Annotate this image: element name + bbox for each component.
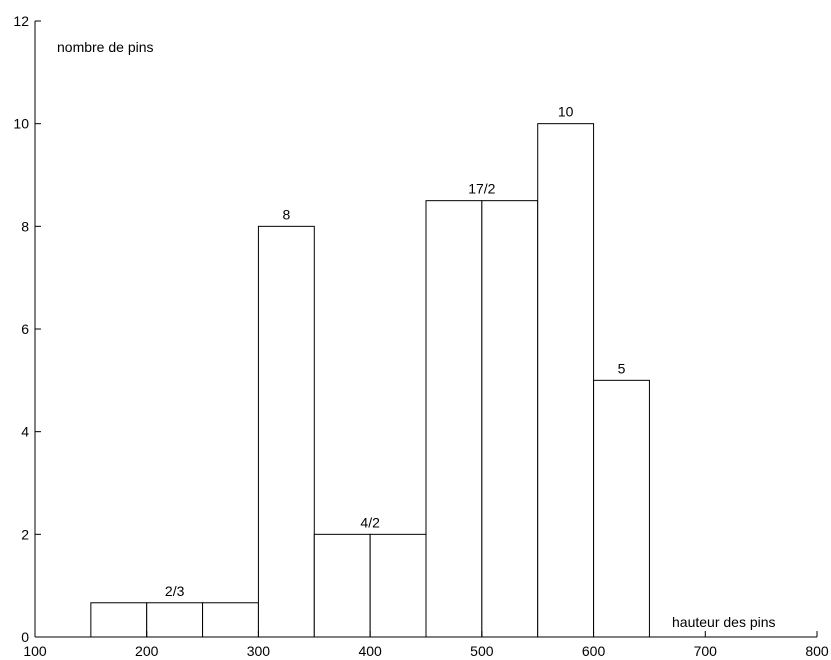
x-tick-label: 400 — [358, 643, 382, 659]
histogram-bar-3 — [202, 602, 259, 638]
bar-value-label: 17/2 — [468, 181, 495, 197]
histogram-bar-8 — [481, 200, 539, 638]
y-tick-label: 0 — [21, 629, 29, 645]
bar-value-label: 4/2 — [360, 514, 380, 530]
annotations-layer: 2/3 8 4/2 17/2 10 5 — [165, 104, 626, 599]
x-tick-label: 300 — [247, 643, 271, 659]
x-tick-label: 100 — [23, 643, 47, 659]
histogram-bar-9 — [537, 123, 595, 638]
x-tick-label: 500 — [470, 643, 494, 659]
histogram-bar-1 — [90, 602, 148, 638]
histogram-bar-6 — [369, 533, 427, 638]
y-tick-label: 10 — [13, 116, 29, 132]
x-tick-label: 200 — [135, 643, 159, 659]
histogram-bar-7 — [425, 200, 483, 638]
y-axis-label: nombre de pins — [57, 39, 154, 55]
bar-value-label: 2/3 — [165, 583, 185, 599]
x-tick-label: 600 — [582, 643, 606, 659]
histogram-bar-2 — [146, 602, 204, 638]
x-tick-label: 700 — [694, 643, 718, 659]
y-tick-label: 12 — [13, 13, 29, 29]
bar-value-label: 8 — [282, 206, 290, 222]
ticks-layer: 100 200 300 400 500 600 700 800 0 2 4 6 8 10 12 — [13, 13, 828, 659]
bars-layer — [90, 123, 650, 638]
y-tick-label: 2 — [21, 526, 29, 542]
histogram-bar-5 — [313, 533, 371, 638]
y-tick-label: 8 — [21, 218, 29, 234]
x-tick-label: 800 — [805, 643, 829, 659]
x-axis-label: hauteur des pins — [672, 614, 776, 630]
y-tick-label: 4 — [21, 424, 29, 440]
bar-value-label: 5 — [618, 360, 626, 376]
histogram-bar-10 — [593, 379, 650, 638]
y-tick-label: 6 — [21, 321, 29, 337]
histogram-bar-4 — [257, 225, 315, 638]
bar-value-label: 10 — [558, 104, 574, 120]
